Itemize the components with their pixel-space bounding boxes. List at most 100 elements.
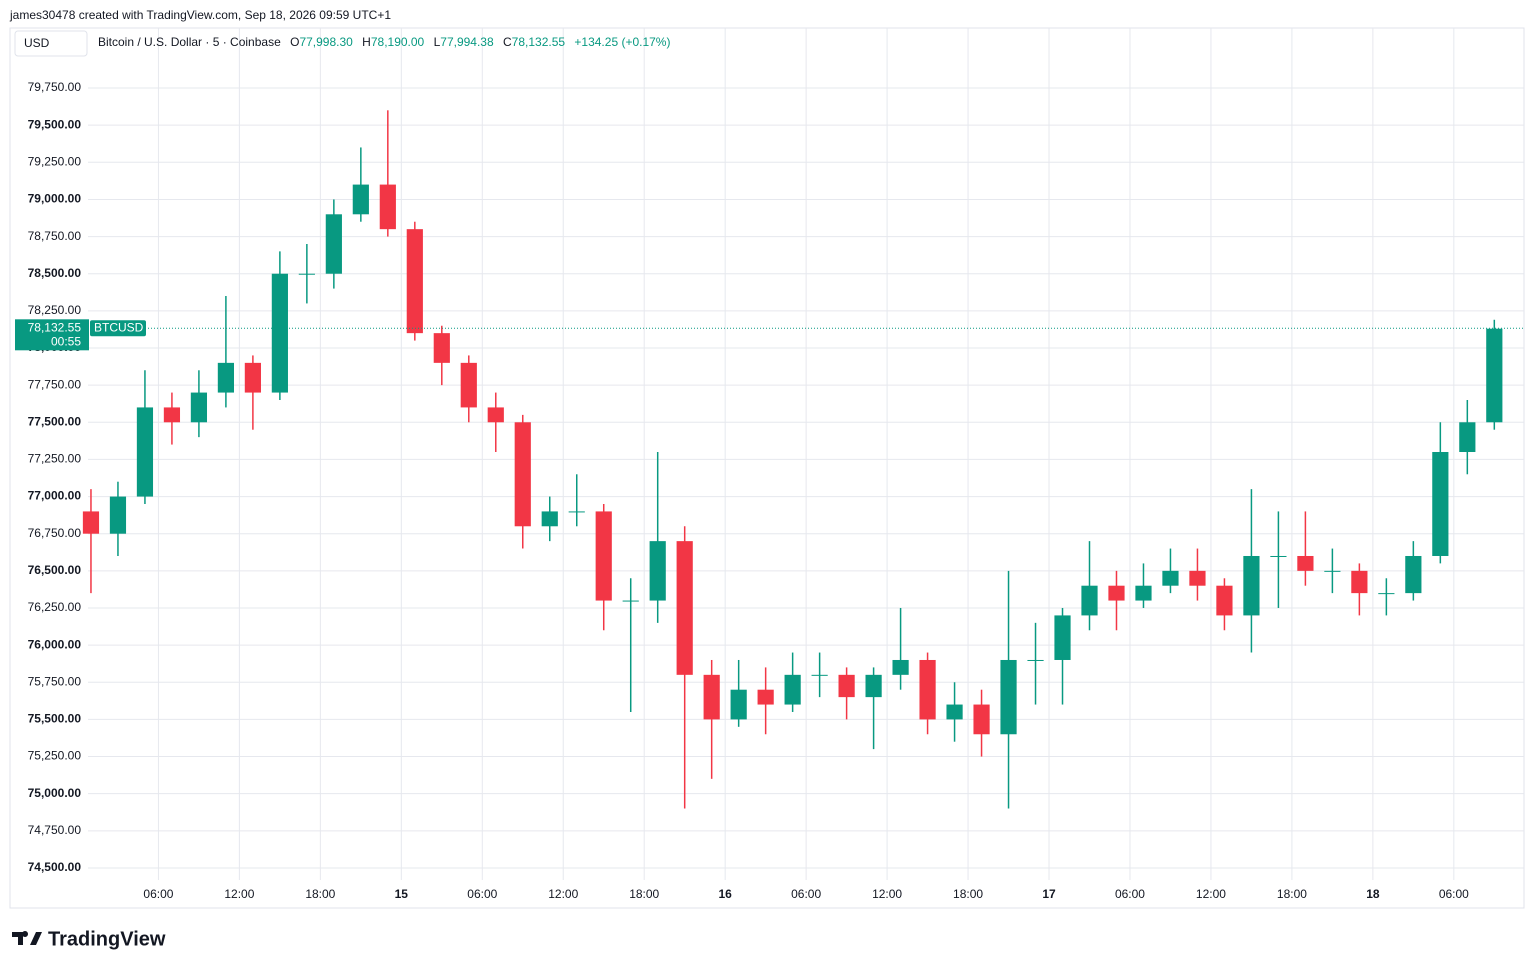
candle-body [1378,593,1395,595]
y-tick-label: 74,500.00 [28,860,82,874]
candle-body [784,674,801,705]
symbol-legend: Bitcoin / U.S. Dollar · 5 · Coinbase O77… [98,35,670,49]
axis-labels: 74,500.00 74,750.00 75,000.00 75,250.00 75,5… [15,80,1469,901]
candle-body [946,704,963,720]
price-badge [15,319,89,351]
candle-body [1270,555,1287,557]
candle-body [460,362,477,408]
candle-body [1351,570,1368,594]
candle-body [352,184,369,215]
y-tick-label: 78,750.00 [28,229,82,243]
candle-body [973,704,990,735]
countdown: 00:55 [51,334,81,348]
candle-body [433,333,450,363]
y-tick-label: 75,500.00 [28,712,82,726]
x-tick-label: 16 [718,887,732,901]
candle-body [1108,585,1125,601]
x-tick-label: 12:00 [224,887,254,901]
y-tick-label: 77,000.00 [28,489,82,503]
candle-body [1162,570,1179,586]
c-label: C [503,35,512,49]
y-tick-label: 74,750.00 [28,823,82,837]
candle-body [568,511,585,513]
candle-body [379,184,396,230]
h-value: 78,190.00 [371,35,425,49]
candle-body [1459,422,1476,452]
candle-body [1000,659,1017,735]
candle-body [190,392,208,423]
candle-body [1405,555,1422,594]
y-tick-label: 79,750.00 [28,80,82,94]
x-tick-label: 12:00 [1196,887,1226,901]
c-value: 78,132.55 [512,35,566,49]
candle-body [1324,570,1341,572]
candle-body [298,273,315,275]
y-tick-label: 75,000.00 [28,786,82,800]
x-tick-label: 18:00 [1277,887,1307,901]
y-tick-label: 76,250.00 [28,600,82,614]
candle-body [622,600,639,602]
candle-body [892,659,909,675]
y-tick-label: 77,750.00 [28,377,82,391]
candle-body [1081,585,1098,616]
currency-button[interactable] [14,30,88,57]
candle-body [271,273,288,393]
candle-body [325,214,342,274]
candle-body [1027,659,1044,661]
candle-body [595,511,612,601]
l-label: L [434,35,441,49]
y-tick-label: 76,000.00 [28,637,82,651]
y-tick-label: 77,500.00 [28,414,82,428]
ticker-badge [90,320,146,337]
x-tick-label: 06:00 [467,887,497,901]
candle-body [541,511,558,527]
candle-body [217,362,234,393]
y-tick-label: 75,250.00 [28,749,82,763]
y-tick-label: 79,250.00 [28,154,82,168]
candle-body [136,407,154,497]
candle-body [649,541,666,601]
x-tick-label: 18 [1366,887,1380,901]
h-label: H [362,35,371,49]
x-tick-label: 15 [395,887,409,901]
candle-body [514,422,531,527]
candle-body [487,407,504,423]
ticker: BTCUSD [94,320,144,334]
last-price-label: 78,132.55 [28,320,82,334]
x-tick-label: 18:00 [305,887,335,901]
y-tick-label: 79,500.00 [28,117,82,131]
x-tick-label: 18:00 [629,887,659,901]
brand: TradingView [48,928,166,950]
logo: TradingView [12,928,166,950]
candle-body [1216,585,1233,616]
grid [88,28,1524,880]
candles [82,110,1524,809]
candle-body [1486,328,1503,423]
y-tick-label: 77,250.00 [28,452,82,466]
candle-body [163,407,181,423]
o-label: O [290,35,299,49]
y-tick-label: 79,000.00 [28,192,82,206]
candle-body [1297,555,1314,571]
y-tick-label: 75,750.00 [28,674,82,688]
x-tick-label: 17 [1042,887,1056,901]
candle-body [1054,615,1071,660]
candle-body [82,511,100,534]
currency: USD [24,36,50,50]
y-tick-label: 76,500.00 [28,563,82,577]
x-tick-label: 12:00 [872,887,902,901]
symbol: Bitcoin / U.S. Dollar · 5 · Coinbase [98,35,281,49]
candle-body [1432,451,1449,556]
candle-body [1135,585,1152,601]
candle-body [703,674,720,720]
change: +134.25 (+0.17%) [574,35,670,49]
candle-body [1189,570,1206,586]
x-tick-label: 12:00 [548,887,578,901]
o-value: 77,998.30 [299,35,353,49]
candle-body [811,674,828,676]
candle-body [838,674,855,698]
y-tick-label: 78,500.00 [28,266,82,280]
candle-body [406,229,423,334]
x-tick-label: 06:00 [1439,887,1469,901]
